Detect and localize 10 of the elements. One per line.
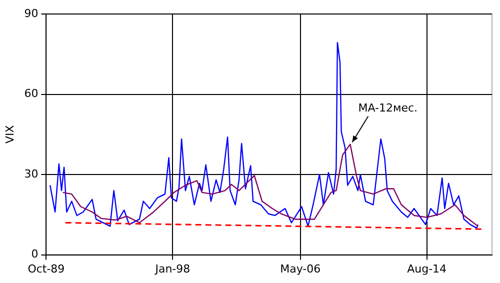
x-tick-label: Oct-89 [28,262,65,276]
x-tick-label: May-06 [280,262,321,276]
x-tick-label: Aug-14 [407,262,447,276]
annotation: MA-12мес. [358,102,418,115]
y-tick-label: 60 [24,87,38,100]
y-tick-label: 90 [24,6,38,20]
y-axis-title: VIX [3,124,16,144]
y-tick-label: 0 [31,248,38,261]
y-tick-label: 30 [24,167,38,180]
x-tick-label: Jan-98 [154,262,190,276]
